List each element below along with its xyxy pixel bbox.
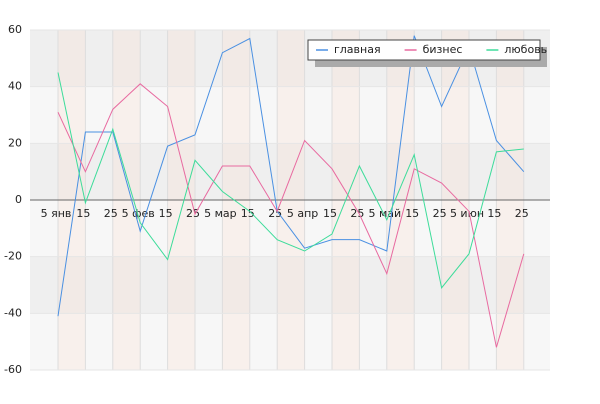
x-tick-label: 25 xyxy=(433,207,447,220)
grid-band xyxy=(30,143,550,200)
x-tick-label: 5 янв xyxy=(41,207,72,220)
line xyxy=(57,83,525,348)
x-tick-label: 25 xyxy=(186,207,200,220)
y-tick-label: 0 xyxy=(15,193,22,206)
y-tick-label: 20 xyxy=(8,136,22,149)
x-tick-label: 15 xyxy=(159,207,173,220)
x-tick-label: 15 xyxy=(487,207,501,220)
legend xyxy=(307,39,541,61)
x-tick-label: 5 фев xyxy=(122,207,155,220)
y-tick-label: 60 xyxy=(8,23,22,36)
x-tick-label: 5 май xyxy=(368,207,401,220)
x-tick-label: 15 xyxy=(241,207,255,220)
x-tick-label: 5 мар xyxy=(204,207,237,220)
legend-label: любовь xyxy=(504,43,547,56)
legend-label: бизнес xyxy=(423,43,463,56)
y-tick-label: -60 xyxy=(4,363,22,376)
x-tick-label: 5 июн xyxy=(450,207,484,220)
x-tick-label: 25 xyxy=(350,207,364,220)
line xyxy=(57,72,524,289)
x-tick-label: 25 xyxy=(515,207,529,220)
legend-label: главная xyxy=(334,43,381,56)
grid-band xyxy=(30,256,550,314)
x-tick-label: 15 xyxy=(323,207,337,220)
x-tick-label: 25 xyxy=(268,207,282,220)
x-tick-label: 15 xyxy=(76,207,90,220)
y-tick-label: -20 xyxy=(4,250,22,263)
x-tick-label: 5 апр xyxy=(287,207,318,220)
x-tick-label: 25 xyxy=(104,207,118,220)
y-tick-label: -40 xyxy=(4,306,22,319)
y-tick-label: 40 xyxy=(8,80,22,93)
line xyxy=(57,35,525,317)
x-tick-label: 15 xyxy=(405,207,419,220)
